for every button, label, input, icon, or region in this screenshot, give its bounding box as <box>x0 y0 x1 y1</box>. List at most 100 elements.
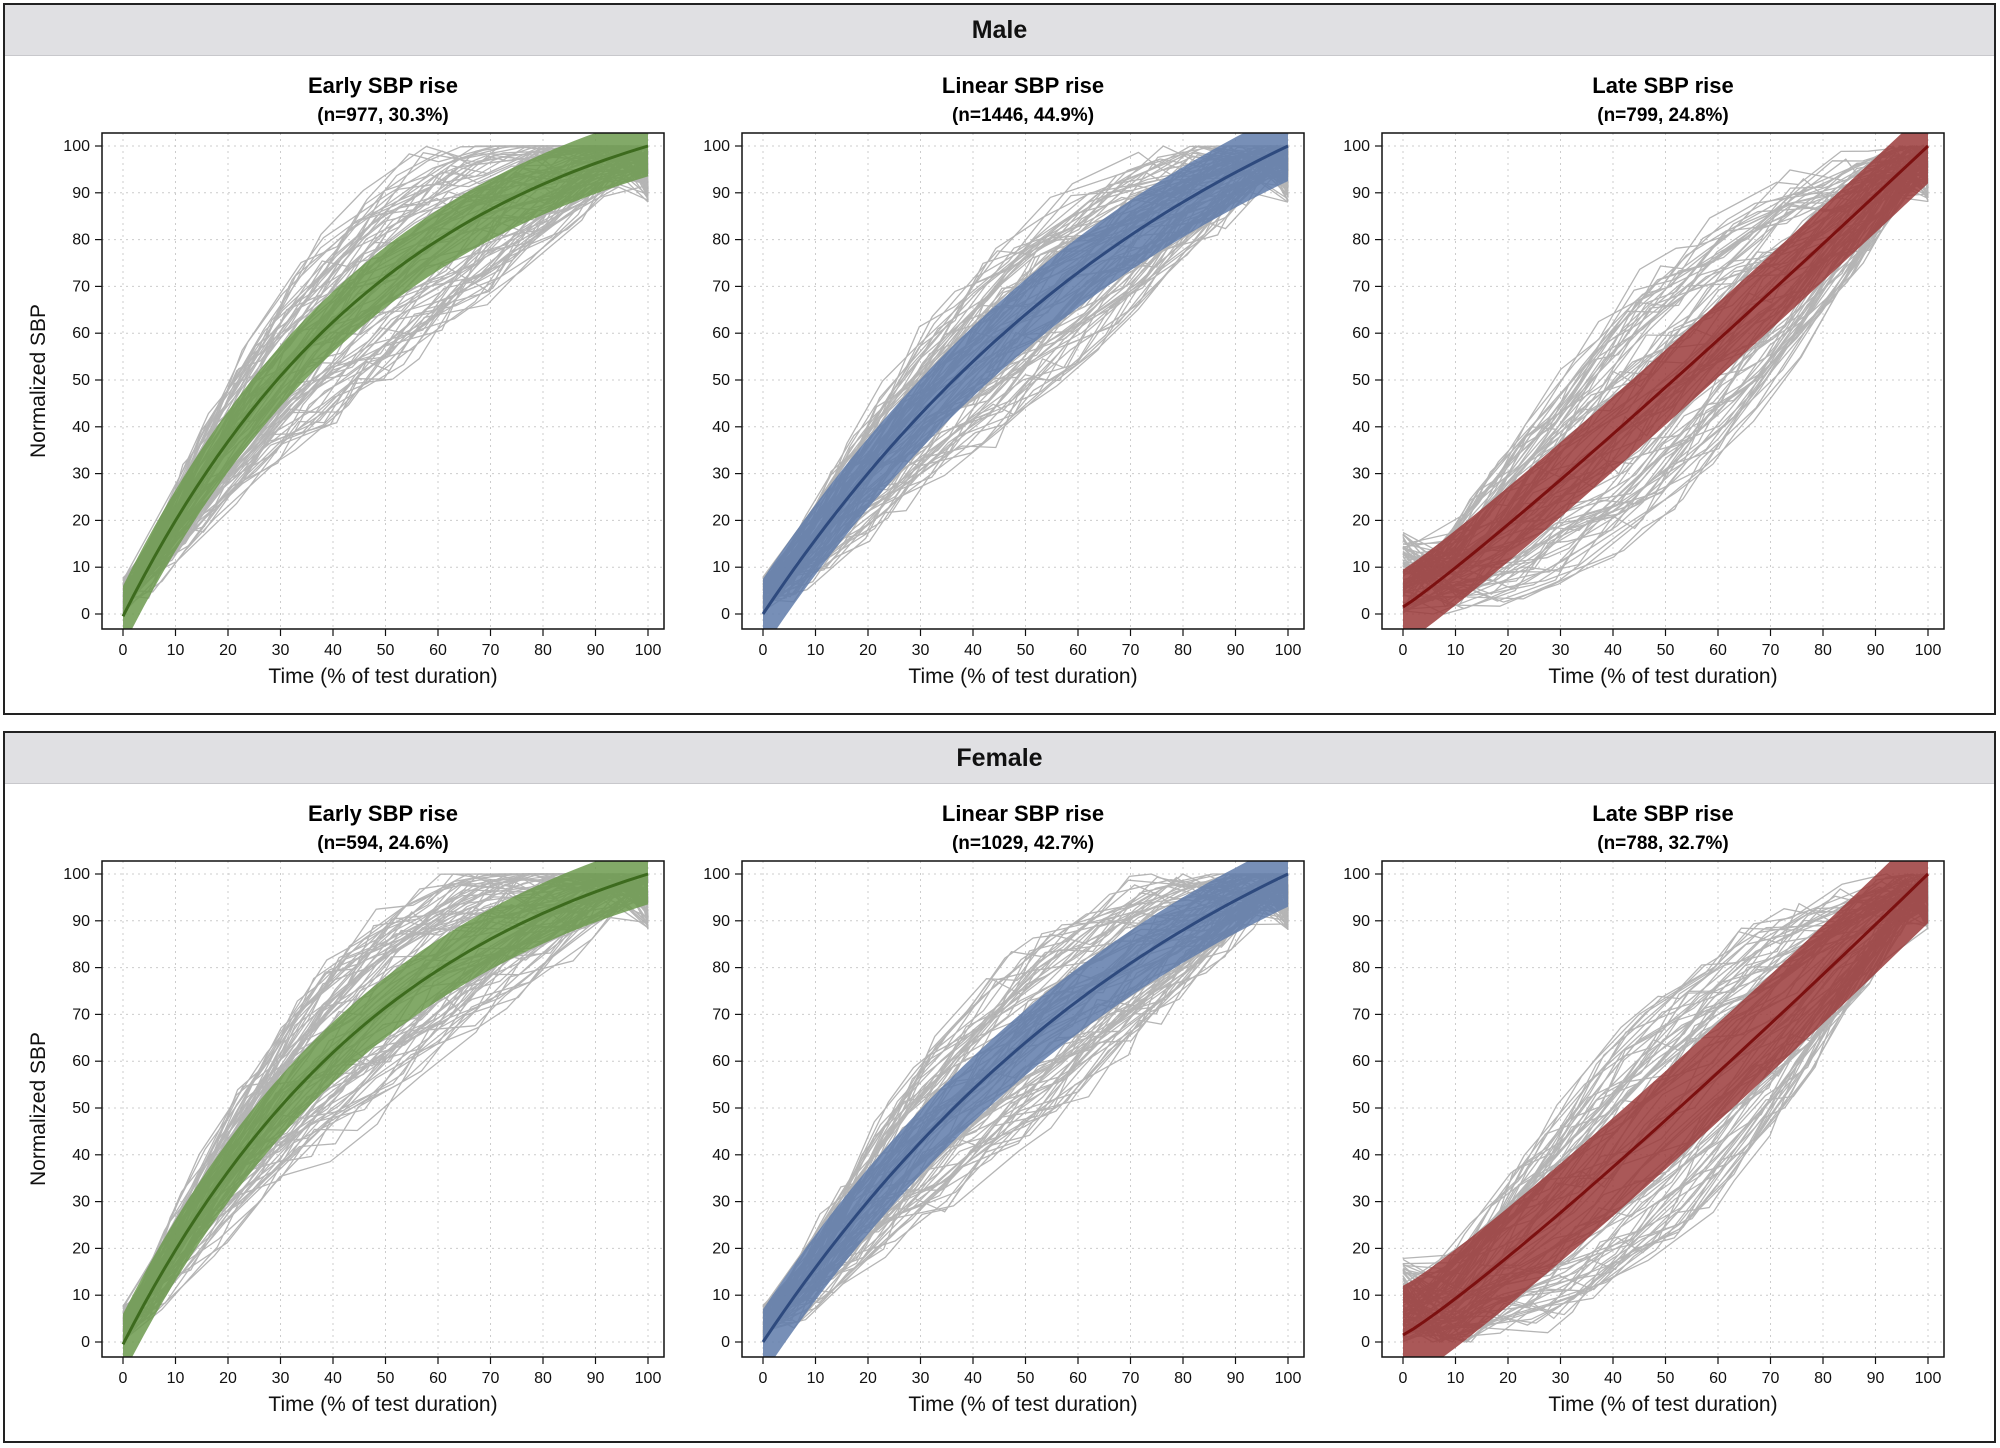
y-tick-label: 60 <box>1352 325 1370 342</box>
panel-male-linear: Linear SBP rise (n=1446, 44.9%) 0 10 20 30 40 5… <box>645 55 1305 715</box>
x-axis-label: Time (% of test duration) <box>1548 1393 1777 1416</box>
x-tick-label: 10 <box>807 1370 825 1387</box>
chart-svg: Linear SBP rise (n=1029, 42.7%) 0 10 20 30 40 5… <box>703 801 1305 1416</box>
x-tick-label: 60 <box>1069 1370 1087 1387</box>
individual-trajectory <box>1402 907 1929 1330</box>
individual-trajectory <box>762 873 1289 1336</box>
y-tick-label: 40 <box>72 419 90 436</box>
x-tick-label: 0 <box>119 642 128 659</box>
x-tick-label: 20 <box>1499 642 1517 659</box>
x-tick-label: 20 <box>219 1370 237 1387</box>
panel-female-late: Late SBP rise (n=788, 32.7%) 0 10 20 30 40 50 60… <box>1285 783 1945 1443</box>
facet-label-male: Male <box>971 15 1028 44</box>
x-tick-label: 70 <box>1122 642 1140 659</box>
x-tick-label: 90 <box>1867 1370 1885 1387</box>
x-tick-label: 40 <box>1604 1370 1622 1387</box>
y-tick-label: 20 <box>712 512 730 529</box>
x-tick-label: 30 <box>912 1370 930 1387</box>
individual-trajectory <box>762 152 1289 579</box>
y-tick-label: 0 <box>721 606 730 623</box>
plot-group: 0 10 20 30 40 50 60 70 80 90 100 0 10 20 30 40 50 60 70 80 9… <box>27 860 665 1416</box>
y-tick-label: 20 <box>1352 1240 1370 1257</box>
chart-svg: Early SBP rise (n=977, 30.3%) 0 10 20 30 40 50 6… <box>27 73 665 688</box>
y-tick-label: 60 <box>712 1053 730 1070</box>
x-tick-label: 90 <box>1867 642 1885 659</box>
x-tick-label: 50 <box>377 642 395 659</box>
x-tick-label: 40 <box>964 1370 982 1387</box>
plot-frame <box>1381 860 1945 1358</box>
confidence-band <box>763 133 1288 629</box>
confidence-band <box>123 861 648 1357</box>
y-tick-label: 0 <box>1361 606 1370 623</box>
individual-trajectory <box>122 152 649 585</box>
y-tick-label: 10 <box>1352 1287 1370 1304</box>
panel-subtitle: (n=594, 24.6%) <box>317 833 449 854</box>
x-tick-label: 50 <box>377 1370 395 1387</box>
x-tick-label: 50 <box>1017 642 1035 659</box>
x-tick-label: 0 <box>119 1370 128 1387</box>
x-tick-label: 60 <box>1709 1370 1727 1387</box>
y-tick-label: 50 <box>1352 1100 1370 1117</box>
y-tick-label: 90 <box>72 185 90 202</box>
y-tick-label: 0 <box>81 1334 90 1351</box>
x-tick-label: 90 <box>587 1370 605 1387</box>
panel-title: Linear SBP rise <box>942 801 1104 826</box>
panel-title: Late SBP rise <box>1592 73 1733 98</box>
x-axis-label: Time (% of test duration) <box>908 665 1137 688</box>
facet-label-female: Female <box>956 743 1043 772</box>
y-tick-label: 100 <box>63 138 90 155</box>
x-axis-label: Time (% of test duration) <box>908 1393 1137 1416</box>
individual-trajectory <box>762 882 1289 1331</box>
x-axis-label: Time (% of test duration) <box>268 1393 497 1416</box>
y-tick-label: 100 <box>1343 866 1370 883</box>
y-tick-label: 20 <box>72 1240 90 1257</box>
x-tick-label: 20 <box>859 1370 877 1387</box>
y-tick-label: 70 <box>1352 1006 1370 1023</box>
x-tick-label: 40 <box>324 642 342 659</box>
x-tick-label: 20 <box>219 642 237 659</box>
y-tick-label: 90 <box>72 913 90 930</box>
x-tick-label: 80 <box>1174 642 1192 659</box>
x-axis-label: Time (% of test duration) <box>1548 665 1777 688</box>
y-tick-label: 90 <box>712 185 730 202</box>
y-tick-label: 50 <box>1352 372 1370 389</box>
panel-male-late: Late SBP rise (n=799, 24.8%) 0 10 20 30 40 50 60… <box>1285 55 1945 715</box>
x-tick-label: 40 <box>1604 642 1622 659</box>
y-tick-label: 40 <box>712 419 730 436</box>
plot-group: 0 10 20 30 40 50 60 70 80 90 100 0 10 20 30 40 50 60 70 80 9… <box>27 132 665 688</box>
y-axis-label: Normalized SBP <box>27 304 50 458</box>
individual-trajectory <box>762 923 1289 1325</box>
individual-trajectory <box>1402 146 1929 615</box>
y-tick-label: 80 <box>1352 232 1370 249</box>
individual-trajectory <box>122 147 649 604</box>
facet-header-male: Male <box>5 5 1994 56</box>
mean-trajectory-line <box>761 872 1289 1343</box>
x-tick-label: 100 <box>635 642 662 659</box>
x-tick-label: 100 <box>1915 642 1942 659</box>
y-tick-label: 40 <box>1352 1147 1370 1164</box>
x-tick-label: 10 <box>1447 1370 1465 1387</box>
y-tick-label: 10 <box>712 1287 730 1304</box>
panel-female-early: Early SBP rise (n=594, 24.6%) 0 10 20 30 40 50 6… <box>5 783 665 1443</box>
mean-trajectory-line <box>121 872 649 1345</box>
plot-frame <box>101 860 665 1358</box>
x-tick-label: 80 <box>1174 1370 1192 1387</box>
x-tick-label: 60 <box>429 1370 447 1387</box>
x-tick-label: 70 <box>1122 1370 1140 1387</box>
individual-trajectory <box>762 883 1289 1327</box>
individual-trajectory <box>762 149 1289 583</box>
x-tick-label: 80 <box>534 642 552 659</box>
panel-title: Late SBP rise <box>1592 801 1733 826</box>
plot-area <box>121 133 649 629</box>
panel-title: Linear SBP rise <box>942 73 1104 98</box>
panel-subtitle: (n=799, 24.8%) <box>1597 105 1729 126</box>
panel-title: Early SBP rise <box>308 801 458 826</box>
mean-trajectory-line <box>1402 872 1930 1337</box>
y-tick-label: 40 <box>712 1147 730 1164</box>
confidence-band <box>763 861 1288 1357</box>
panel-subtitle: (n=1029, 42.7%) <box>952 833 1094 854</box>
y-tick-label: 60 <box>72 325 90 342</box>
x-tick-label: 100 <box>1275 642 1302 659</box>
y-tick-label: 80 <box>1352 960 1370 977</box>
x-tick-label: 80 <box>1814 642 1832 659</box>
